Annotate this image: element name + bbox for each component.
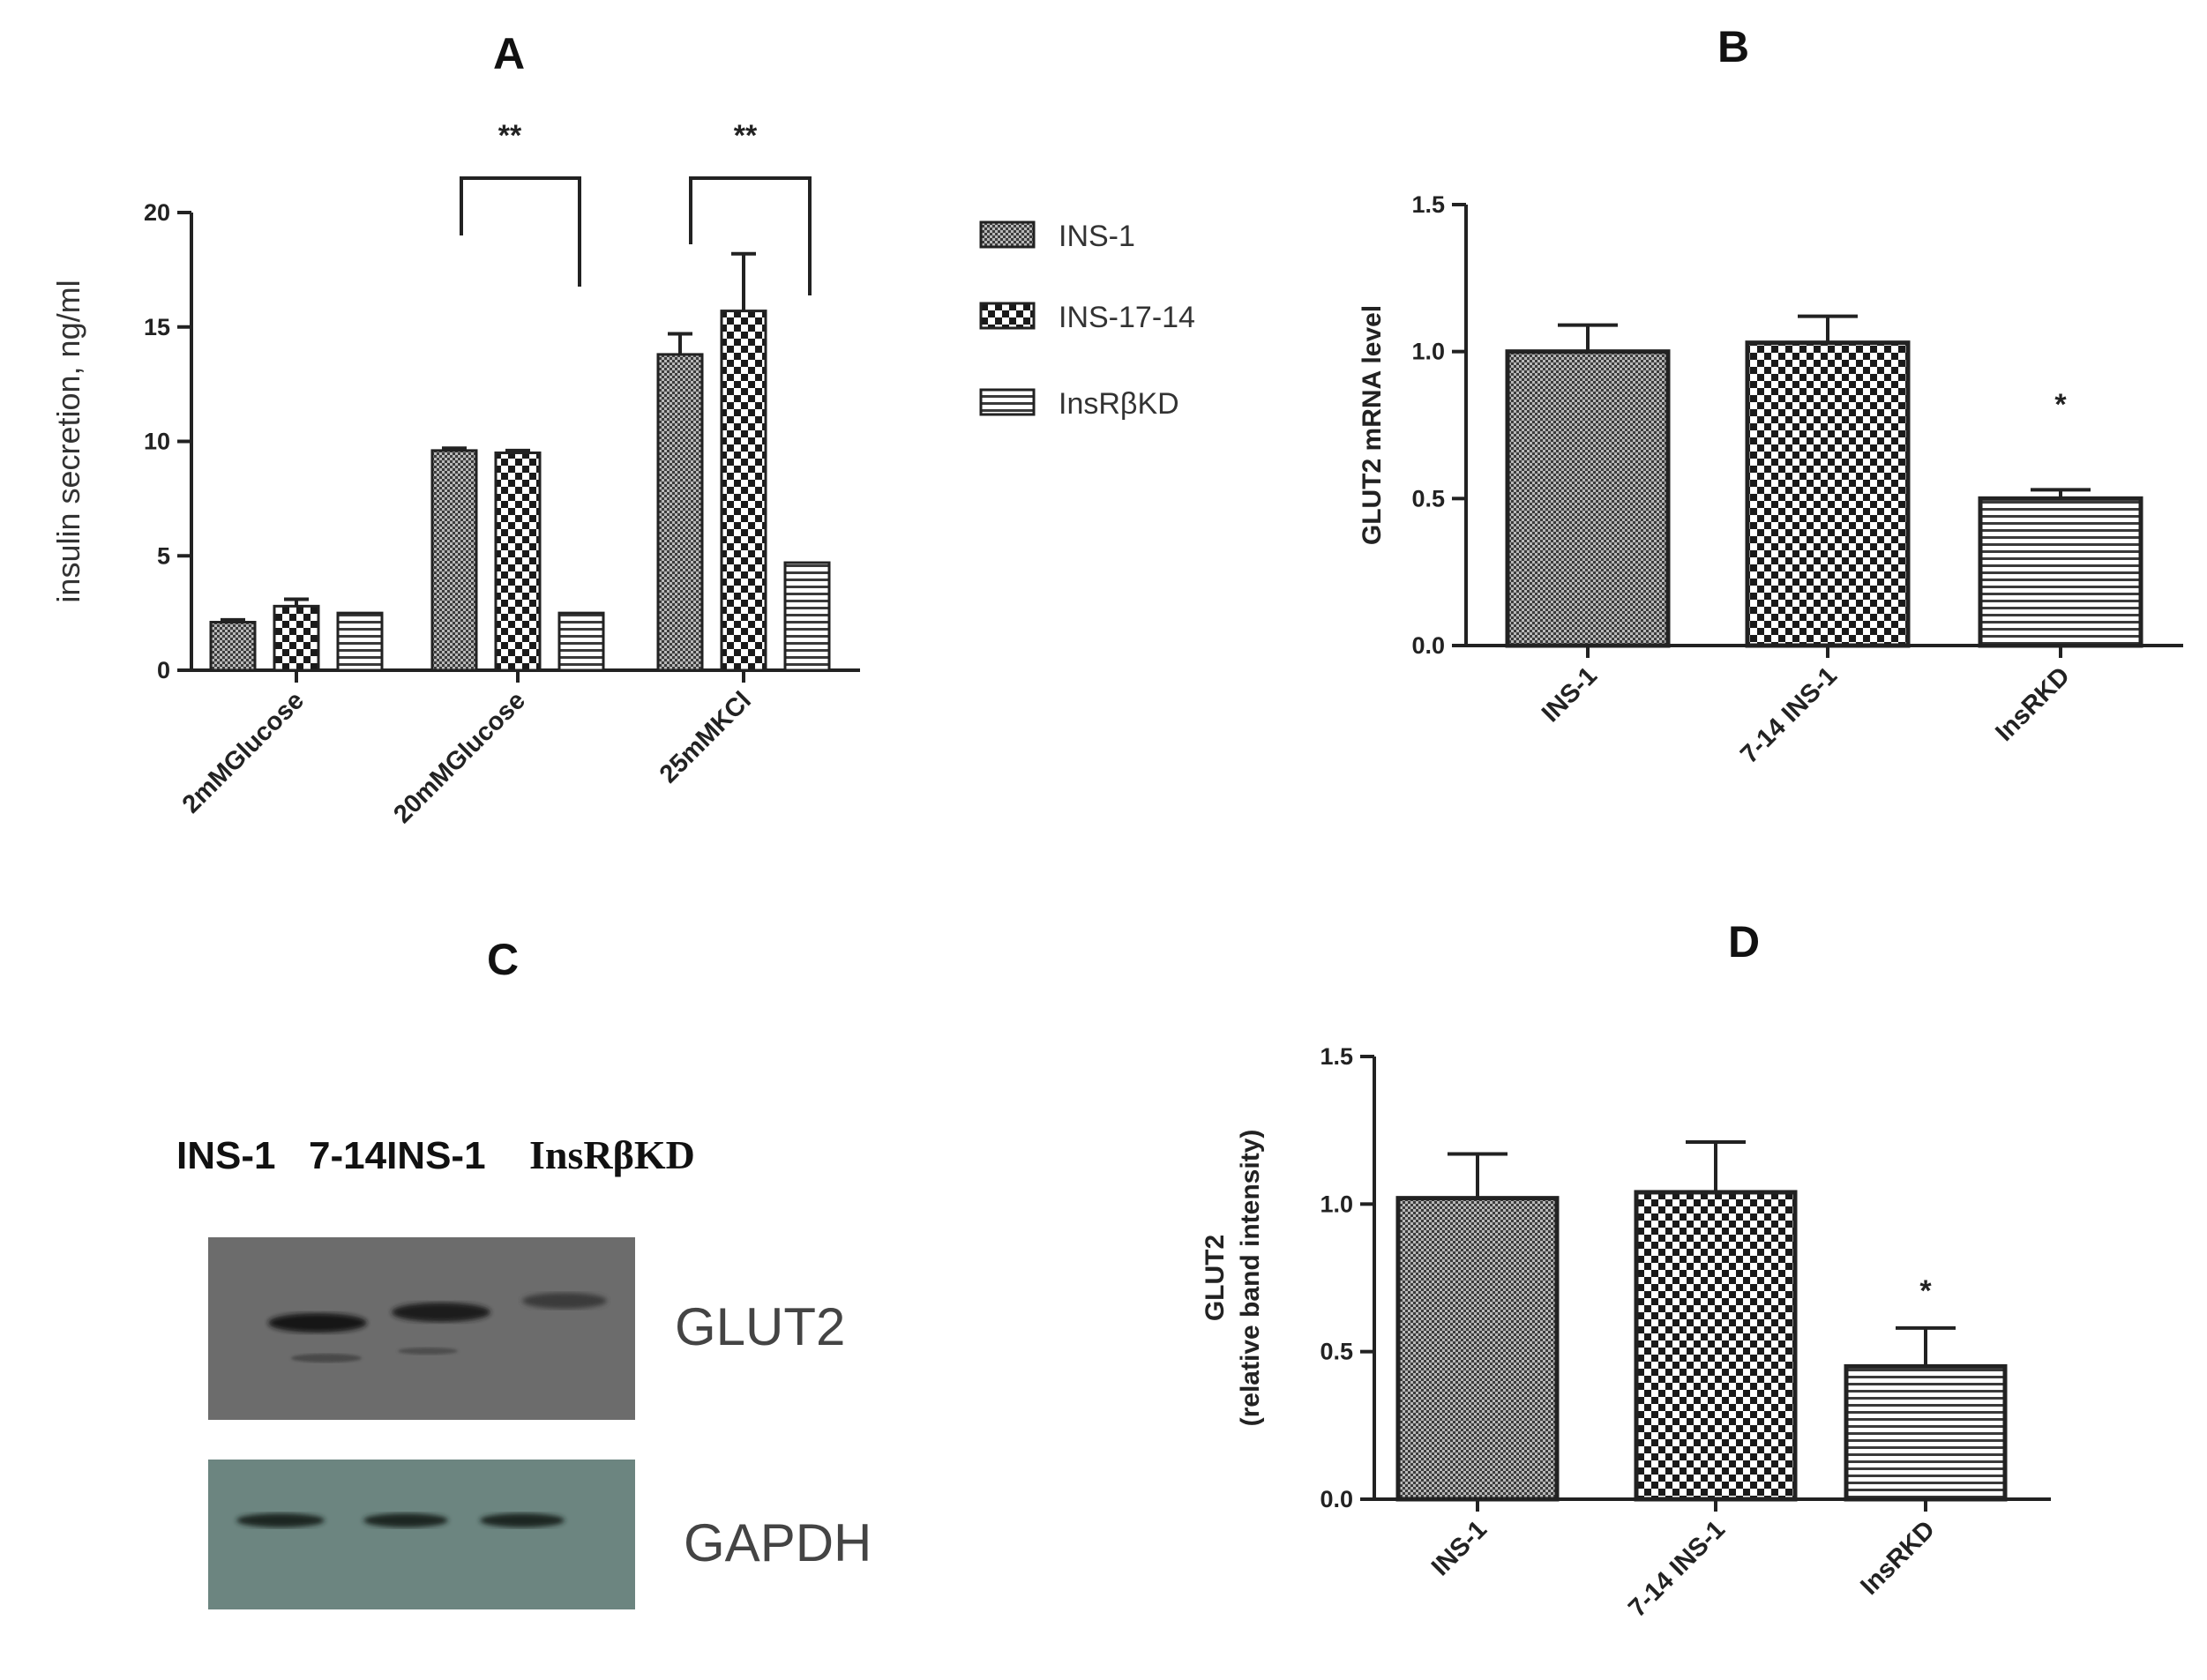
blot-gapdh-band-1 — [236, 1513, 325, 1527]
legend-label-ins1: INS-1 — [1059, 220, 1135, 253]
panel-letter-b: B — [1717, 22, 1749, 71]
y-tick-label: 0.0 — [1411, 632, 1445, 659]
x-tick-label: 7-14 INS-1 — [1735, 661, 1843, 769]
bar — [1745, 340, 1911, 648]
y-tick-label: 0.0 — [1320, 1486, 1353, 1512]
x-tick-label: InsRKD — [1855, 1515, 1941, 1601]
blot-glut2-band-2 — [392, 1303, 490, 1322]
bar — [720, 310, 767, 672]
legend-swatch-insrkd — [979, 388, 1036, 416]
significance-a-2: ** — [734, 119, 758, 153]
blot-glut2 — [208, 1237, 635, 1420]
bar — [494, 451, 542, 672]
blot-lane-label-ins1: INS-1 — [176, 1134, 275, 1177]
bar — [430, 449, 478, 672]
panel-letter-a: A — [493, 29, 525, 78]
y-tick-label: 5 — [157, 542, 170, 569]
y-tick-label: 20 — [144, 199, 170, 226]
x-tick-label: InsRKD — [1990, 661, 2076, 747]
y-tick-label: 1.5 — [1411, 191, 1445, 218]
y-axis-title: insulin secretion, ng/ml — [50, 280, 86, 602]
blot-label-gapdh: GAPDH — [684, 1513, 872, 1572]
x-tick-label: INS-1 — [1426, 1515, 1493, 1581]
blot-gapdh-membrane — [208, 1460, 635, 1609]
blot-lane-label-714ins1: 7-14INS-1 — [309, 1134, 486, 1177]
x-tick-label: 20mMGlucose — [388, 686, 531, 829]
bar — [1634, 1190, 1798, 1502]
legend-label-insrkd: InsRβKD — [1059, 387, 1179, 421]
legend-a: INS-1 INS-17-14 InsRβKD — [979, 220, 1195, 421]
blot-label-glut2: GLUT2 — [675, 1297, 845, 1356]
panel-letter-d: D — [1728, 917, 1760, 967]
legend-swatch-ins1 — [979, 220, 1036, 249]
chart-a: 0 5 10 15 20 2mMGlucose 20mMGlucose 25mMKCl insu… — [50, 176, 860, 829]
significance-bracket — [460, 176, 581, 287]
significance-d: * — [1919, 1274, 1932, 1308]
blot-glut2-band-1 — [268, 1313, 367, 1333]
bar — [656, 353, 704, 672]
blot-gapdh-band-3 — [480, 1513, 565, 1527]
x-tick-label: 25mMKCl — [655, 686, 757, 788]
significance-bracket — [689, 176, 812, 295]
y-tick-label: 1.0 — [1320, 1191, 1353, 1217]
bar — [209, 621, 257, 672]
blot-panel: INS-1 7-14INS-1 InsRβKD GLUT2 GAPDH — [176, 1132, 872, 1609]
bar — [273, 604, 320, 672]
y-axis-title: GLUT2 — [1201, 1235, 1230, 1321]
y-tick-label: 1.5 — [1320, 1043, 1353, 1070]
blot-glut2-shade — [208, 1237, 635, 1420]
bar — [783, 561, 831, 672]
significance-b: * — [2054, 388, 2067, 422]
x-tick-label: INS-1 — [1537, 661, 1603, 728]
y-tick-label: 0.5 — [1411, 485, 1445, 511]
chart-d: 0.0 0.5 1.0 1.5 INS-1 7-14 INS-1 InsRKD GLUT2 (r… — [1201, 1043, 2051, 1623]
legend-label-ins1714: INS-17-14 — [1059, 301, 1195, 334]
y-tick-label: 15 — [144, 314, 170, 340]
blot-lane-label-insrkd: InsRβKD — [529, 1132, 695, 1177]
y-axis-subtitle: (relative band intensity) — [1236, 1130, 1265, 1427]
legend-swatch-ins1714 — [979, 302, 1036, 330]
bar — [336, 611, 384, 672]
bar — [1505, 349, 1671, 648]
panel-letter-c: C — [487, 935, 519, 984]
bar — [557, 611, 605, 672]
y-axis-title: GLUT2 mRNA level — [1358, 305, 1387, 545]
bar — [1395, 1196, 1560, 1502]
chart-b: 0.0 0.5 1.0 1.5 INS-1 7-14 INS-1 InsRKD GLUT2 m… — [1358, 191, 2183, 769]
y-tick-label: 1.0 — [1411, 339, 1445, 365]
blot-glut2-band-3 — [522, 1293, 607, 1309]
y-tick-label: 0 — [157, 657, 170, 683]
y-tick-label: 10 — [144, 429, 170, 455]
legend-item-ins1714: INS-17-14 — [979, 301, 1195, 334]
x-tick-label: 2mMGlucose — [177, 686, 310, 818]
significance-a-1: ** — [498, 119, 522, 153]
y-tick-label: 0.5 — [1320, 1339, 1353, 1365]
blot-gapdh-band-2 — [363, 1513, 448, 1527]
x-tick-label: 7-14 INS-1 — [1623, 1515, 1731, 1623]
bar — [1844, 1363, 2008, 1502]
bar — [1978, 496, 2143, 648]
blot-glut2-band-faint-1 — [291, 1354, 362, 1363]
legend-item-ins1: INS-1 — [979, 220, 1135, 253]
legend-item-insrkd: InsRβKD — [979, 387, 1179, 421]
blot-gapdh — [208, 1460, 635, 1609]
blot-glut2-band-faint-2 — [398, 1348, 458, 1355]
